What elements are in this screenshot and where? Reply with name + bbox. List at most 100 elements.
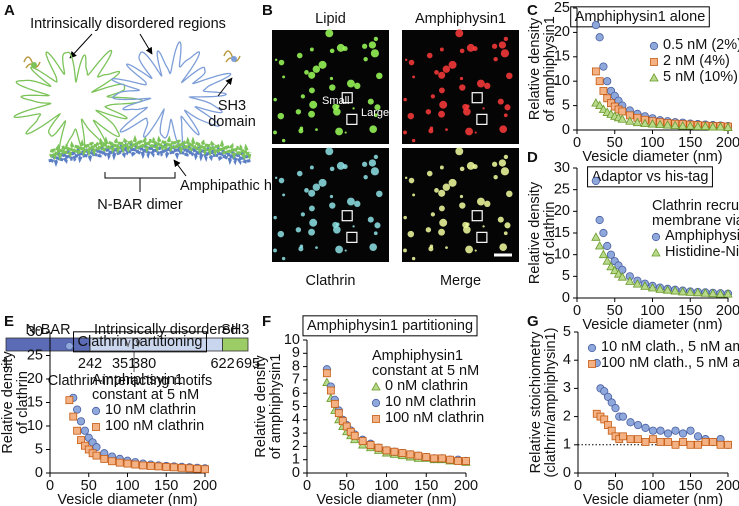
data-point xyxy=(462,457,470,465)
data-point xyxy=(640,281,650,290)
vesicle xyxy=(459,194,464,199)
x-tick-label: 50 xyxy=(607,135,623,151)
data-point xyxy=(603,392,613,401)
title-box xyxy=(587,166,713,188)
data-point xyxy=(599,87,608,95)
data-point xyxy=(80,426,89,435)
x-tick-label: 100 xyxy=(640,135,664,151)
roi-box xyxy=(346,231,358,243)
data-point xyxy=(603,77,612,86)
x-tick-label: 50 xyxy=(607,478,623,494)
vesicle xyxy=(373,154,379,160)
vesicle xyxy=(411,256,416,261)
vesicle xyxy=(438,87,445,94)
data-point xyxy=(374,443,383,452)
vesicle xyxy=(273,215,277,220)
vesicle xyxy=(466,43,475,52)
vesicle xyxy=(318,178,327,187)
data-point xyxy=(632,279,643,288)
vesicle xyxy=(442,183,450,191)
domain xyxy=(222,337,249,352)
legend-marker xyxy=(651,232,661,242)
legend-marker xyxy=(371,381,381,391)
vesicle xyxy=(308,87,315,94)
y-axis-label: of amphiphysin1 xyxy=(268,354,284,460)
vesicle xyxy=(504,104,511,111)
vesicle xyxy=(335,104,340,109)
vesicle xyxy=(325,29,334,38)
y-tick-label: 0 xyxy=(35,465,43,481)
vesicle xyxy=(426,170,433,177)
data-point xyxy=(662,285,673,294)
x-tick-label: 100 xyxy=(641,478,665,494)
legend-title: Amphiphysin1 xyxy=(372,348,463,364)
vesicle xyxy=(315,128,318,131)
vesicle xyxy=(312,65,320,73)
data-point xyxy=(634,435,642,444)
vesicle xyxy=(499,243,508,252)
data-point xyxy=(382,446,391,455)
y-tick-label: 2 xyxy=(292,438,300,454)
vesicle xyxy=(497,216,504,223)
legend-marker xyxy=(649,41,659,51)
data-point xyxy=(170,463,178,472)
chart-title: Adaptor vs his-tag xyxy=(592,169,709,185)
data-point xyxy=(670,286,680,295)
vesicle xyxy=(504,222,511,229)
vesicle xyxy=(318,60,327,69)
legend-label: 100 nM clathrin xyxy=(385,410,484,426)
vesicle xyxy=(503,113,508,118)
vesicle xyxy=(445,128,448,131)
vesicle xyxy=(411,138,416,143)
vesicle xyxy=(299,126,304,131)
vesicle xyxy=(278,59,285,66)
data-point xyxy=(617,114,627,123)
vesicle xyxy=(277,230,285,238)
vesicle xyxy=(300,94,305,99)
vesicle xyxy=(439,47,444,52)
x-tick-label: 0 xyxy=(573,303,581,319)
vesicle xyxy=(278,177,285,184)
data-point xyxy=(438,454,447,463)
x-tick-label: 200 xyxy=(716,478,739,494)
panel-label: E xyxy=(4,313,14,330)
data-point xyxy=(693,287,703,297)
data-point xyxy=(724,440,732,449)
vesicle xyxy=(465,245,474,254)
legend-title: Clathrin recruited to xyxy=(652,198,739,214)
y-tick-label: 0 xyxy=(563,465,571,481)
arrow xyxy=(217,77,233,97)
vesicle xyxy=(434,188,439,193)
vesicle xyxy=(498,41,507,49)
x-tick-label: 200 xyxy=(716,135,739,151)
vesicle xyxy=(430,94,435,99)
data-point xyxy=(346,427,355,436)
y-tick-label: 10 xyxy=(284,332,300,348)
data-point xyxy=(709,438,717,446)
small-label: Small xyxy=(322,95,350,107)
vesicle xyxy=(442,65,450,73)
vesicle xyxy=(484,200,491,208)
channel-label: Amphiphysin1 xyxy=(415,11,506,27)
data-point xyxy=(685,287,695,296)
vesicle xyxy=(482,225,485,228)
x-tick-label: 50 xyxy=(607,303,623,319)
vesicle xyxy=(308,71,316,79)
x-tick-label: 50 xyxy=(81,478,97,494)
y-tick-label: 1 xyxy=(563,437,571,453)
vesicle xyxy=(403,130,407,135)
vesicle xyxy=(374,222,381,229)
vesicle xyxy=(299,244,304,249)
vesicle xyxy=(463,225,471,234)
data-point xyxy=(398,449,407,457)
data-point xyxy=(686,440,695,449)
vesicle xyxy=(403,248,407,253)
y-tick-label: 7 xyxy=(292,372,300,388)
data-point xyxy=(606,261,616,271)
y-tick-label: 3 xyxy=(292,425,300,441)
vesicle xyxy=(354,82,361,90)
data-point xyxy=(678,429,688,438)
data-point xyxy=(708,288,718,298)
nbar-dimer-label: N-BAR dimer xyxy=(97,197,183,213)
